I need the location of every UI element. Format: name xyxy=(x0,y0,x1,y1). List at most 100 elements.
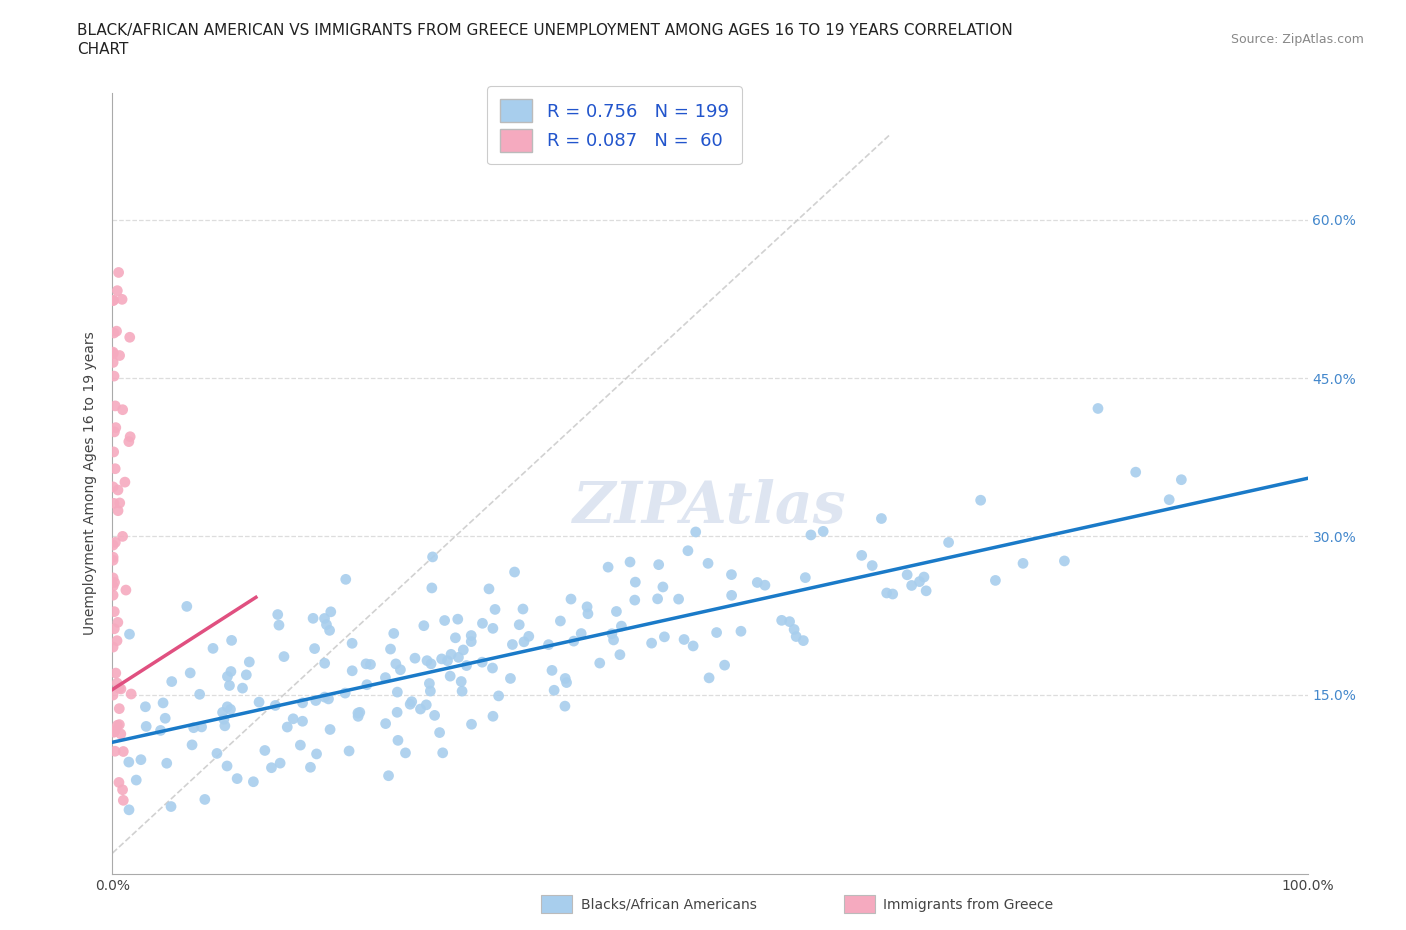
Point xyxy=(218,678,240,693)
Point xyxy=(231,681,253,696)
Point xyxy=(654,630,676,644)
Point xyxy=(460,717,482,732)
Point xyxy=(374,671,396,685)
Point xyxy=(149,723,172,737)
Point xyxy=(541,663,564,678)
Point xyxy=(422,550,444,565)
Point xyxy=(444,631,467,645)
Point xyxy=(356,677,378,692)
Point xyxy=(915,583,938,598)
Point xyxy=(302,611,325,626)
Point xyxy=(103,326,125,340)
Point xyxy=(508,618,530,632)
Point xyxy=(314,611,336,626)
Point xyxy=(770,613,793,628)
Point xyxy=(314,690,336,705)
Point xyxy=(697,671,720,685)
Point xyxy=(114,474,136,489)
Point xyxy=(673,632,696,647)
Point xyxy=(647,591,669,606)
Point xyxy=(108,348,131,363)
Point xyxy=(155,711,177,725)
Point xyxy=(103,496,125,511)
Point xyxy=(484,602,506,617)
Point xyxy=(754,578,776,592)
Point xyxy=(651,579,673,594)
Point xyxy=(118,803,141,817)
Point xyxy=(276,720,298,735)
Point xyxy=(503,565,526,579)
Point xyxy=(103,724,125,739)
Point xyxy=(188,687,211,702)
Point xyxy=(291,714,314,729)
Text: Source: ZipAtlas.com: Source: ZipAtlas.com xyxy=(1230,33,1364,46)
Point xyxy=(794,570,817,585)
Point xyxy=(304,641,326,656)
Point xyxy=(135,719,157,734)
Point xyxy=(387,733,409,748)
Point xyxy=(101,538,124,552)
Point xyxy=(430,652,453,667)
Point xyxy=(104,461,127,476)
Point xyxy=(337,744,360,759)
Point xyxy=(499,671,522,686)
Point xyxy=(108,496,131,511)
Point xyxy=(416,653,439,668)
Point xyxy=(110,726,132,741)
Point xyxy=(101,345,124,360)
Point xyxy=(1125,465,1147,480)
Point xyxy=(385,657,408,671)
Point xyxy=(273,649,295,664)
Point xyxy=(969,493,991,508)
Point xyxy=(176,599,198,614)
Point xyxy=(283,711,305,726)
Point xyxy=(912,569,935,584)
Point xyxy=(429,725,451,740)
Point xyxy=(851,548,873,563)
Point xyxy=(101,588,124,603)
Point xyxy=(870,512,893,526)
Point xyxy=(1012,556,1035,571)
Point xyxy=(1170,472,1192,487)
Point xyxy=(305,747,328,762)
Point xyxy=(101,552,124,567)
Point xyxy=(543,683,565,698)
Point xyxy=(201,641,224,656)
Point xyxy=(685,525,707,539)
Point xyxy=(219,702,242,717)
Point xyxy=(447,612,470,627)
Point xyxy=(517,629,540,644)
Point xyxy=(412,618,434,633)
Point xyxy=(876,586,898,601)
Point xyxy=(221,633,243,648)
Text: Immigrants from Greece: Immigrants from Greece xyxy=(883,897,1053,912)
Point xyxy=(211,705,233,720)
Point xyxy=(439,669,461,684)
Point xyxy=(112,793,135,808)
Point xyxy=(600,626,623,641)
Point xyxy=(315,618,337,632)
Point xyxy=(104,535,127,550)
Point xyxy=(125,773,148,788)
Point xyxy=(108,681,131,696)
Point xyxy=(342,663,364,678)
Point xyxy=(101,480,124,495)
Point xyxy=(423,708,446,723)
Point xyxy=(676,543,699,558)
Point xyxy=(720,567,742,582)
Point xyxy=(354,657,377,671)
Point xyxy=(811,524,834,538)
Point xyxy=(318,623,340,638)
Point xyxy=(380,642,402,657)
Point xyxy=(299,760,322,775)
Point xyxy=(779,614,801,629)
Point xyxy=(217,699,239,714)
Point xyxy=(747,575,769,590)
Point xyxy=(598,560,620,575)
Point xyxy=(319,604,342,619)
Point xyxy=(697,556,720,571)
Point xyxy=(183,720,205,735)
Point xyxy=(360,657,382,671)
Point xyxy=(447,650,470,665)
Point xyxy=(219,664,242,679)
